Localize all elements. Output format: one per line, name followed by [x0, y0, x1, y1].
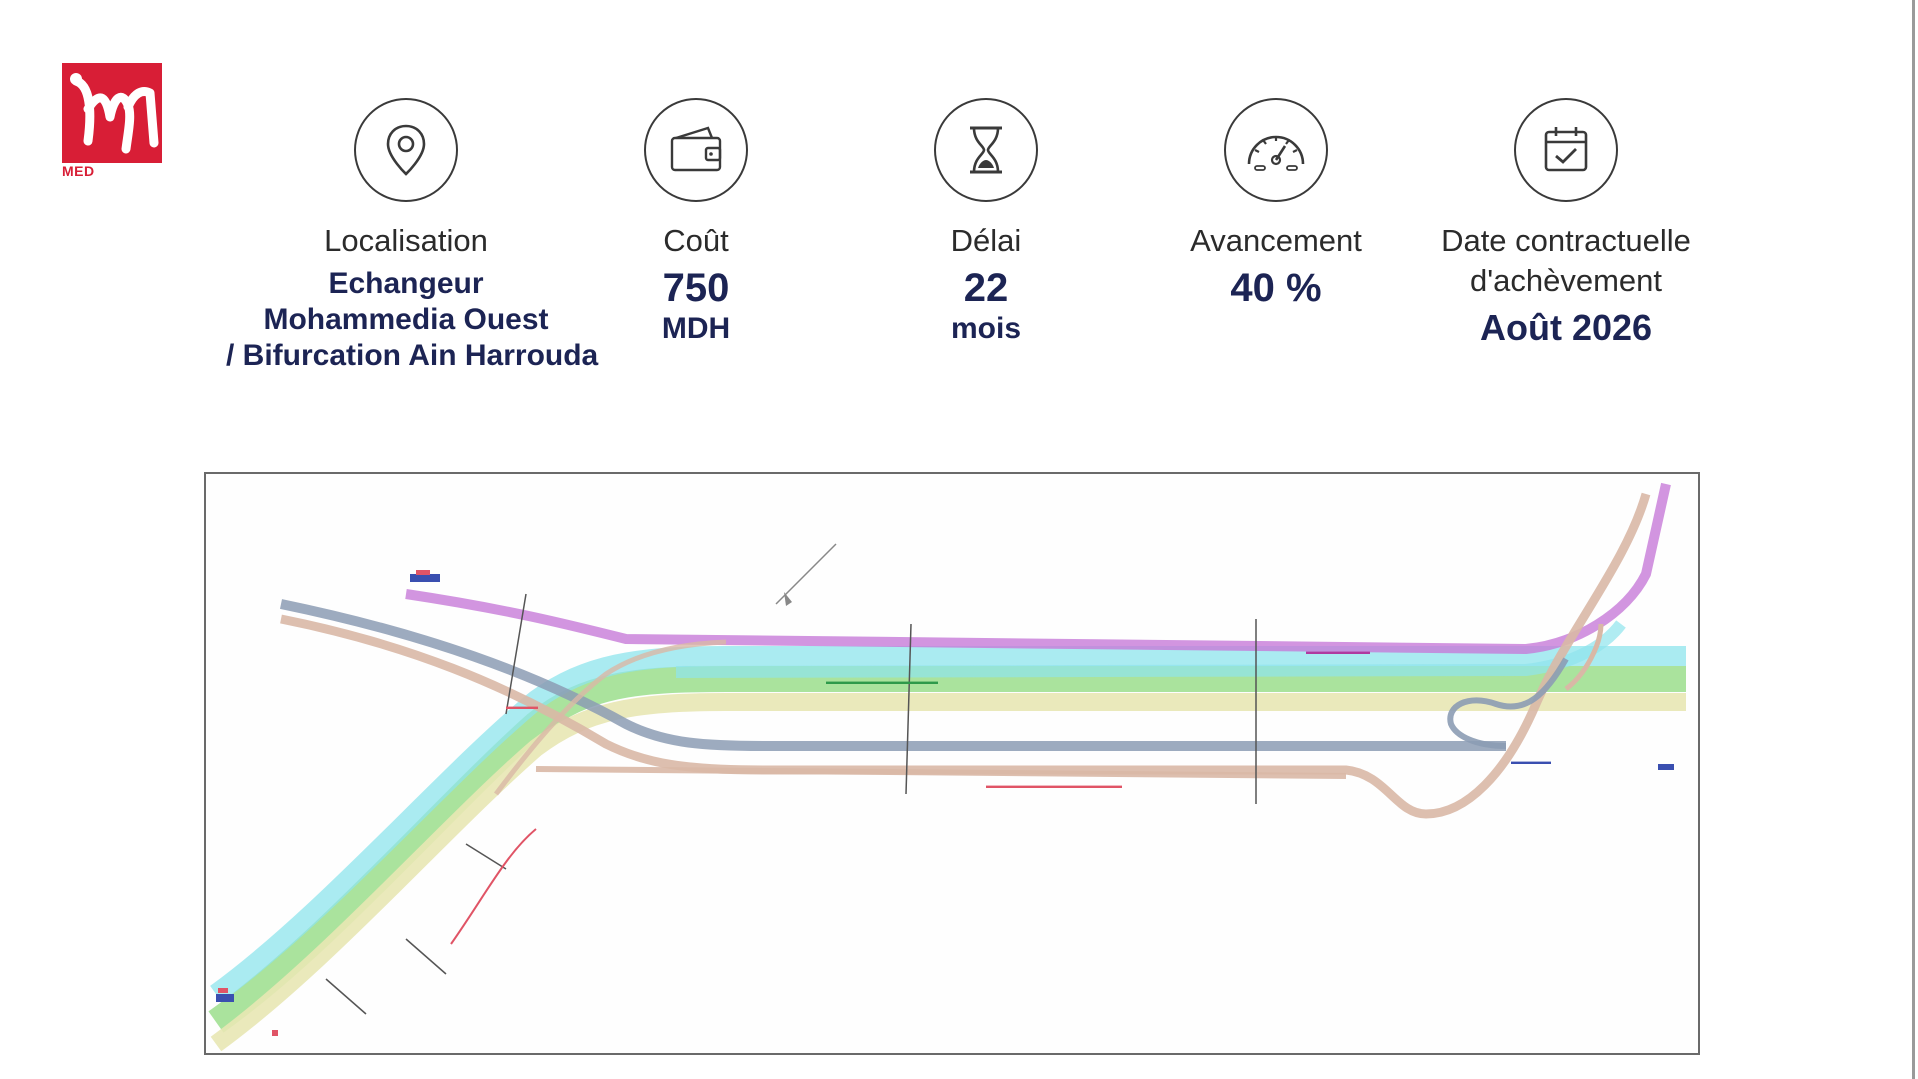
logo-mark: [62, 63, 162, 163]
wallet-icon: [644, 98, 748, 202]
kpi-value: 750: [662, 266, 730, 310]
location-pin-icon: [354, 98, 458, 202]
kpi-label: Localisation: [324, 223, 488, 258]
kpi-label: Avancement: [1190, 223, 1362, 258]
kpi-unit: MDH: [661, 312, 731, 345]
logo-brand-text: MED: [62, 163, 95, 179]
kpi-value-line: Echangeur: [328, 267, 484, 300]
kpi-value-line: / Bifurcation Ain Harrouda: [226, 339, 599, 372]
svg-text:▬▬▬▬▬: ▬▬▬▬▬: [1511, 757, 1551, 766]
calendar-check-icon: [1514, 98, 1618, 202]
kpi-unit: mois: [950, 312, 1022, 345]
hourglass-icon: [934, 98, 1038, 202]
kpi-value: 40 %: [1230, 266, 1322, 310]
speedometer-icon: [1224, 98, 1328, 202]
road-plan-drawing: ▬▬▬▬▬▬▬▬ ▬▬▬▬▬▬▬▬▬▬▬▬▬▬ ▬▬▬▬▬▬▬▬▬▬▬▬▬▬▬▬…: [204, 472, 1700, 1055]
kpi-localisation: Localisation Echangeur Mohammedia Ouest …: [226, 98, 598, 374]
kpi-label: Coût: [663, 223, 729, 258]
kpi-label: Délai: [950, 223, 1022, 258]
kpi-label-line: Date contractuelle: [1441, 223, 1691, 258]
svg-text:▬▬▬▬▬▬▬▬▬▬▬▬▬▬▬▬▬: ▬▬▬▬▬▬▬▬▬▬▬▬▬▬▬▬▬: [986, 781, 1122, 790]
window-edge: [1912, 0, 1915, 1079]
kpi-cout: Coût 750 MDH: [546, 98, 846, 346]
company-logo: MED: [62, 63, 164, 179]
svg-text:▬▬▬▬▬▬▬▬: ▬▬▬▬▬▬▬▬: [1306, 647, 1370, 656]
kpi-label-line: d'achèvement: [1469, 263, 1663, 298]
kpi-avancement: Avancement 40 %: [1126, 98, 1426, 312]
kpi-date-achevement: Date contractuelle d'achèvement Août 202…: [1416, 98, 1716, 352]
svg-text:▬▬▬▬: ▬▬▬▬: [506, 702, 538, 711]
kpi-delai: Délai 22 mois: [836, 98, 1136, 346]
kpi-value: 22: [963, 266, 1009, 310]
kpi-value-line: Mohammedia Ouest: [263, 303, 549, 336]
svg-text:▬▬▬▬▬▬▬▬▬▬▬▬▬▬: ▬▬▬▬▬▬▬▬▬▬▬▬▬▬: [826, 677, 938, 686]
kpi-value: Août 2026: [1479, 307, 1653, 348]
